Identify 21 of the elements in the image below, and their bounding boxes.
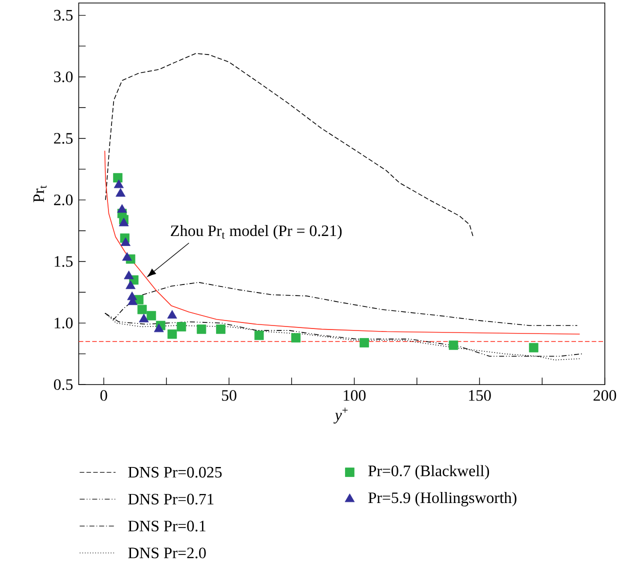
legend-label: Pr=0.7 (Blackwell) <box>368 465 490 480</box>
y-tick-label: 0.5 <box>54 379 73 390</box>
x-tick-label: 50 <box>222 390 236 401</box>
y-tick-label: 3.0 <box>54 71 73 82</box>
x-tick-label: 200 <box>594 390 616 401</box>
y-axis-title: Pr$_{t}$ <box>33 186 47 202</box>
y-tick-label: 3.5 <box>54 10 73 21</box>
legend-label: DNS Pr=0.025 <box>128 466 222 478</box>
x-tick-label: 0 <box>100 390 108 401</box>
y-tick-label: 2.5 <box>54 133 73 144</box>
annotation: Zhou Pr$_{t}$ model (Pr = 0.21) <box>170 225 342 240</box>
x-tick-label: 100 <box>344 390 366 401</box>
y-tick-label: 2.0 <box>54 194 73 206</box>
legend-label: DNS Pr=2.0 <box>128 548 206 558</box>
y-tick-label: 1.0 <box>54 318 73 328</box>
y-tick-label: 1.5 <box>54 256 73 267</box>
legend-label: DNS Pr=0.1 <box>128 520 206 532</box>
x-axis-title: y$^{+}$ <box>334 408 348 424</box>
x-tick-label: 150 <box>469 390 491 401</box>
legend-label: DNS Pr=0.71 <box>128 494 214 505</box>
legend-label: Pr=5.9 (Hollingsworth) <box>368 492 516 506</box>
